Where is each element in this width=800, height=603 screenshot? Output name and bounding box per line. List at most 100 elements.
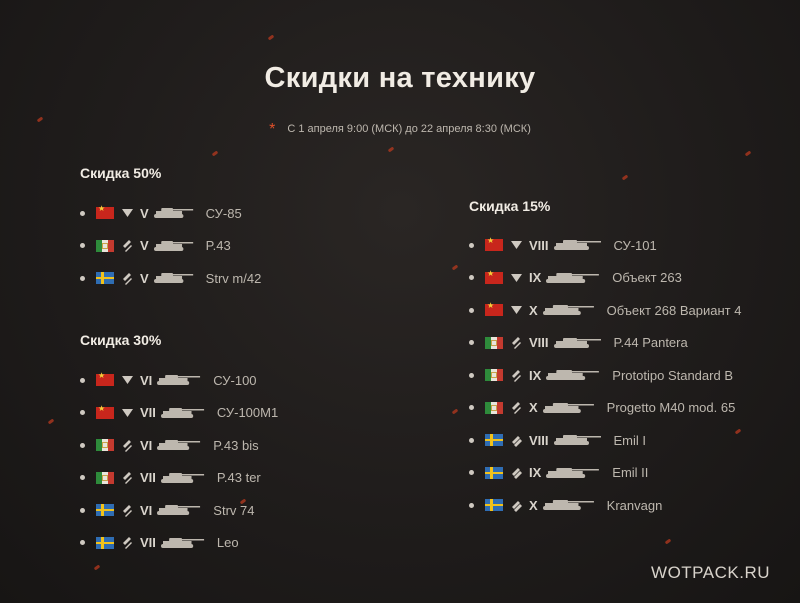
site-watermark: WOTPACK.RU — [651, 563, 770, 582]
ussr-flag-icon — [485, 236, 503, 251]
vehicle-tier: V — [140, 205, 149, 221]
bullet-icon — [469, 372, 474, 378]
sweden-flag-icon — [485, 466, 503, 479]
tank-silhouette-icon — [541, 304, 595, 316]
medium-class-icon — [120, 272, 134, 285]
vehicle-name: Emil II — [612, 465, 649, 480]
td-class-icon — [120, 408, 134, 418]
italy-flag-icon — [96, 439, 114, 451]
tank-silhouette-icon — [152, 272, 194, 284]
discount-section-title: Скидка 30% — [80, 332, 162, 348]
bullet-icon — [80, 377, 85, 383]
vehicle-tier: VII — [140, 405, 156, 420]
vehicle-tier: V — [140, 238, 149, 253]
bullet-icon — [80, 475, 85, 480]
vehicle-tier: VII — [140, 470, 156, 485]
bullet-icon — [80, 243, 85, 248]
medium-class-icon — [120, 239, 134, 252]
italy-flag-icon — [485, 336, 503, 349]
ussr-flag-icon — [485, 269, 503, 284]
bullet-icon — [469, 405, 474, 410]
vehicle-name: P.44 Pantera — [613, 335, 688, 350]
vehicle-list-item: VII СУ-100М1 — [80, 404, 278, 422]
vehicle-list-item: V P.43 — [80, 237, 231, 255]
vehicle-tier: V — [140, 270, 149, 286]
vehicle-list-item: X Объект 268 Вариант 4 — [469, 301, 741, 319]
vehicle-list-item: VIII P.44 Pantera — [469, 334, 688, 352]
tank-silhouette-icon — [152, 207, 194, 219]
medium-class-icon — [509, 401, 523, 414]
tank-silhouette-icon — [544, 272, 600, 284]
tank-silhouette-icon — [155, 374, 201, 386]
vehicle-list-item: VI Strv 74 — [80, 501, 254, 519]
sweden-flag-icon — [96, 536, 114, 549]
vehicle-list-item: IX Prototipo Standard B — [469, 366, 733, 384]
sweden-flag-icon — [485, 499, 503, 511]
sweden-flag-icon — [485, 434, 503, 446]
tank-silhouette-icon — [159, 407, 205, 419]
sweden-flag-icon — [96, 272, 114, 284]
promo-dates: * С 1 апреля 9:00 (МСК) до 22 апреля 8:30… — [0, 121, 800, 139]
vehicle-list-item: VII P.43 ter — [80, 469, 261, 487]
tank-silhouette-icon — [159, 537, 205, 549]
vehicle-name: Leo — [216, 535, 239, 550]
heavy-class-icon — [509, 434, 523, 447]
vehicle-tier: VIII — [529, 335, 549, 350]
italy-flag-icon — [485, 401, 503, 414]
bullet-icon — [80, 540, 85, 545]
vehicle-tier: IX — [529, 270, 542, 285]
vehicle-list-item: IX Объект 263 — [469, 269, 682, 287]
bullet-icon — [469, 437, 474, 443]
td-class-icon — [509, 305, 523, 315]
td-class-icon — [509, 240, 523, 250]
ussr-flag-icon — [485, 301, 503, 316]
vehicle-name: Strv m/42 — [205, 270, 262, 286]
bullet-icon — [80, 442, 85, 448]
italy-flag-icon — [96, 471, 114, 484]
tank-silhouette-icon — [155, 439, 201, 451]
vehicle-name: Объект 268 Вариант 4 — [606, 302, 742, 318]
tank-silhouette-icon — [552, 337, 602, 349]
bullet-icon — [469, 502, 474, 508]
medium-class-icon — [120, 504, 134, 517]
asterisk-icon: * — [269, 121, 276, 138]
vehicle-tier: VII — [140, 535, 156, 550]
sweden-flag-icon — [96, 504, 114, 516]
bullet-icon — [469, 275, 474, 280]
vehicle-list-item: VIII СУ-101 — [469, 236, 657, 254]
vehicle-tier: VIII — [529, 432, 549, 448]
vehicle-name: P.43 — [205, 238, 231, 253]
vehicle-name: СУ-85 — [205, 205, 242, 221]
vehicle-list-item: VIII Emil I — [469, 431, 646, 449]
vehicle-name: Prototipo Standard B — [612, 367, 733, 383]
vehicle-tier: IX — [529, 367, 542, 383]
heavy-class-icon — [509, 466, 523, 479]
vehicle-name: Объект 263 — [612, 270, 682, 285]
medium-class-icon — [509, 336, 523, 349]
bullet-icon — [469, 307, 474, 313]
medium-class-icon — [120, 536, 134, 549]
ussr-flag-icon — [96, 371, 114, 386]
discount-section-title: Скидка 50% — [80, 165, 162, 181]
bullet-icon — [80, 410, 85, 415]
tank-silhouette-icon — [552, 239, 602, 251]
td-class-icon — [120, 375, 134, 385]
bullet-icon — [80, 275, 85, 281]
vehicle-tier: VI — [140, 437, 153, 453]
vehicle-name: СУ-101 — [613, 237, 657, 253]
bullet-icon — [80, 210, 85, 216]
vehicle-name: Kranvagn — [606, 497, 663, 513]
tank-silhouette-icon — [541, 499, 595, 511]
tank-silhouette-icon — [159, 472, 205, 484]
ussr-flag-icon — [96, 204, 114, 219]
italy-flag-icon — [485, 369, 503, 381]
vehicle-list-item: VII Leo — [80, 534, 239, 552]
bullet-icon — [80, 507, 85, 513]
vehicle-tier: X — [529, 302, 538, 318]
vehicle-list-item: IX Emil II — [469, 464, 648, 482]
promo-dates-text: С 1 апреля 9:00 (МСК) до 22 апреля 8:30 … — [287, 123, 531, 135]
vehicle-tier: VIII — [529, 237, 549, 253]
vehicle-tier: VI — [140, 502, 153, 518]
page-title: Скидки на технику — [264, 62, 536, 94]
